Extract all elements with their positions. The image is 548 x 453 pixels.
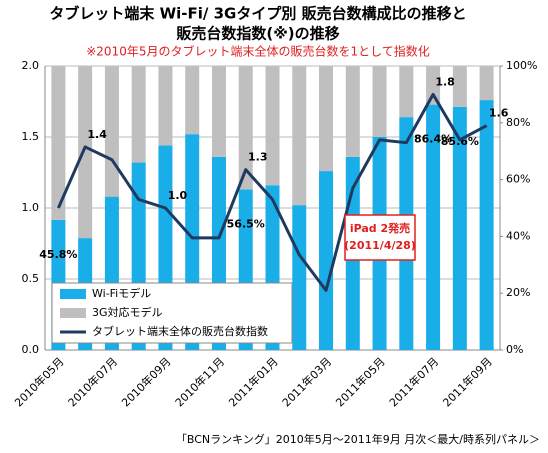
annotation-box bbox=[344, 214, 416, 261]
legend-label: Wi-Fiモデル bbox=[92, 286, 151, 300]
chart-title: 販売台数指数(※)の推移 bbox=[176, 25, 339, 43]
y-tick-label: 2.0 bbox=[22, 59, 40, 72]
legend-label: タブレット端末全体の販売台数指数 bbox=[92, 324, 268, 338]
annotation: (2011/4/28) bbox=[344, 239, 416, 252]
bar-value-label: 86.4% bbox=[414, 133, 452, 146]
y2-tick-label: 20% bbox=[506, 286, 530, 299]
line-value-label: 1.3 bbox=[248, 151, 268, 164]
annotation: iPad 2発売 bbox=[350, 221, 410, 235]
y-tick-label: 1.0 bbox=[22, 201, 40, 214]
bar bbox=[372, 66, 387, 137]
y2-tick-label: 60% bbox=[506, 173, 530, 186]
line-value-label: 1.8 bbox=[435, 75, 455, 88]
legend-label: 3G対応モデル bbox=[92, 305, 163, 319]
line-value-label: 1.4 bbox=[87, 128, 107, 141]
bar bbox=[452, 66, 467, 107]
line bbox=[57, 92, 488, 292]
chart-title: タブレット端末 Wi-Fi/ 3Gタイプ別 販売台数構成比の推移と bbox=[49, 5, 466, 23]
line-value-label: 1.0 bbox=[168, 189, 188, 202]
chart-subtitle: ※2010年5月のタブレット端末全体の販売台数を1として指数化 bbox=[86, 44, 430, 59]
legend-swatch bbox=[60, 289, 86, 299]
bar-value-label: 45.8% bbox=[39, 248, 77, 261]
footer: 「BCNランキング」2010年5月～2011年9月 月次＜最大/時系列パネル＞ bbox=[176, 432, 540, 446]
bar bbox=[319, 66, 334, 172]
line-value-label: 1.6 bbox=[489, 107, 509, 120]
y2-tick-label: 0% bbox=[506, 343, 523, 356]
bar-value-label: 85.6% bbox=[441, 135, 479, 148]
y-tick-label: 0.5 bbox=[22, 272, 40, 285]
bar bbox=[158, 66, 173, 146]
bar bbox=[479, 66, 494, 101]
y2-tick-label: 80% bbox=[506, 116, 530, 129]
bar bbox=[292, 66, 307, 206]
legend-swatch bbox=[60, 308, 86, 318]
y2-tick-label: 100% bbox=[506, 59, 537, 72]
bar bbox=[292, 205, 307, 350]
legend-box bbox=[51, 282, 293, 344]
bar bbox=[452, 106, 467, 351]
bar bbox=[78, 66, 93, 239]
y-tick-label: 0.0 bbox=[22, 343, 40, 356]
bar-value-label: 56.5% bbox=[227, 218, 265, 231]
bar bbox=[345, 66, 360, 157]
bar bbox=[399, 66, 414, 118]
y2-tick-label: 40% bbox=[506, 229, 530, 242]
bar bbox=[426, 104, 441, 351]
y-tick-label: 1.5 bbox=[22, 130, 40, 143]
bar bbox=[104, 66, 119, 197]
bar bbox=[238, 66, 253, 190]
bar bbox=[51, 66, 66, 220]
bar bbox=[131, 66, 146, 163]
bar bbox=[211, 66, 226, 157]
bar bbox=[319, 171, 334, 350]
bar bbox=[426, 66, 441, 105]
bar bbox=[479, 100, 494, 350]
bar bbox=[185, 66, 200, 135]
bar bbox=[265, 66, 280, 186]
